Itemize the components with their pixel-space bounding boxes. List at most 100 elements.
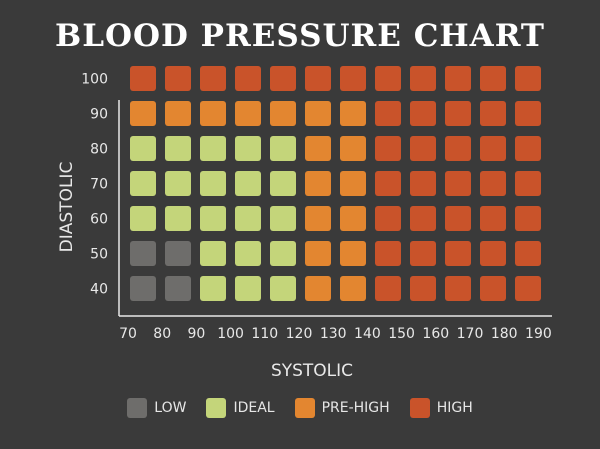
legend-item-prehigh: PRE-HIGH — [294, 398, 390, 418]
cell-100-160 — [410, 66, 436, 91]
cell-60-140 — [340, 206, 366, 231]
legend-item-low: LOW — [127, 398, 186, 418]
cell-70-80 — [130, 171, 156, 196]
cell-100-180 — [480, 66, 506, 91]
x-tick-label: 150 — [388, 326, 415, 342]
cell-40-170 — [445, 276, 471, 301]
x-tick-label: 100 — [217, 326, 244, 342]
legend-swatch — [294, 398, 315, 418]
cell-100-90 — [165, 66, 191, 91]
cell-70-140 — [340, 171, 366, 196]
y-tick-label: 60 — [90, 212, 108, 228]
cell-50-110 — [235, 241, 261, 266]
cell-100-110 — [235, 66, 261, 91]
legend-swatch — [409, 398, 430, 418]
cell-80-110 — [235, 136, 261, 161]
cell-90-130 — [305, 101, 331, 126]
cell-70-150 — [375, 171, 401, 196]
cell-70-120 — [270, 171, 296, 196]
cell-70-110 — [235, 171, 261, 196]
cell-70-180 — [480, 171, 506, 196]
cell-60-150 — [375, 206, 401, 231]
cell-90-110 — [235, 101, 261, 126]
cell-40-140 — [340, 276, 366, 301]
cell-100-140 — [340, 66, 366, 91]
legend-swatch — [206, 398, 227, 418]
cell-50-190 — [515, 241, 541, 266]
cell-90-160 — [410, 101, 436, 126]
x-tick-label: 190 — [525, 326, 552, 342]
cell-70-90 — [165, 171, 191, 196]
cell-100-170 — [445, 66, 471, 91]
cell-40-90 — [165, 276, 191, 301]
cell-40-130 — [305, 276, 331, 301]
cell-90-180 — [480, 101, 506, 126]
cell-80-130 — [305, 136, 331, 161]
cell-50-120 — [270, 241, 296, 266]
cell-80-100 — [200, 136, 226, 161]
cell-50-170 — [445, 241, 471, 266]
cell-90-120 — [270, 101, 296, 126]
legend-item-ideal: IDEAL — [206, 398, 275, 418]
cell-100-150 — [375, 66, 401, 91]
x-tick-label: 170 — [457, 326, 484, 342]
x-axis-label: SYSTOLIC — [271, 361, 353, 381]
y-axis-label: DIASTOLIC — [57, 162, 77, 253]
cell-40-100 — [200, 276, 226, 301]
cell-50-150 — [375, 241, 401, 266]
cell-80-140 — [340, 136, 366, 161]
legend-item-high: HIGH — [409, 398, 473, 418]
x-tick-label: 140 — [354, 326, 381, 342]
cell-100-100 — [200, 66, 226, 91]
y-tick-labels: 40 50 60 70 80 90 100 — [81, 72, 108, 298]
cell-40-110 — [235, 276, 261, 301]
cell-80-80 — [130, 136, 156, 161]
cell-60-130 — [305, 206, 331, 231]
cell-90-100 — [200, 101, 226, 126]
cell-100-80 — [130, 66, 156, 91]
y-tick-label: 100 — [81, 72, 108, 88]
cell-70-160 — [410, 171, 436, 196]
cell-40-120 — [270, 276, 296, 301]
cell-60-110 — [235, 206, 261, 231]
legend-label: IDEAL — [233, 400, 275, 416]
y-tick-label: 40 — [90, 282, 108, 298]
x-tick-label: 70 — [119, 326, 137, 342]
cell-40-150 — [375, 276, 401, 301]
cell-90-80 — [130, 101, 156, 126]
cell-60-90 — [165, 206, 191, 231]
cell-90-90 — [165, 101, 191, 126]
cell-70-130 — [305, 171, 331, 196]
cell-70-190 — [515, 171, 541, 196]
cell-60-120 — [270, 206, 296, 231]
legend-label: PRE-HIGH — [321, 400, 390, 416]
cell-50-140 — [340, 241, 366, 266]
y-tick-label: 50 — [90, 247, 108, 263]
cell-100-190 — [515, 66, 541, 91]
legend-swatch — [127, 398, 148, 418]
cell-50-180 — [480, 241, 506, 266]
cell-70-170 — [445, 171, 471, 196]
cell-40-80 — [130, 276, 156, 301]
cell-50-100 — [200, 241, 226, 266]
cell-80-90 — [165, 136, 191, 161]
cell-80-190 — [515, 136, 541, 161]
x-tick-label: 80 — [153, 326, 171, 342]
cell-100-130 — [305, 66, 331, 91]
cell-80-160 — [410, 136, 436, 161]
cell-70-100 — [200, 171, 226, 196]
x-tick-label: 130 — [320, 326, 347, 342]
legend-label: LOW — [154, 400, 187, 416]
x-tick-label: 120 — [286, 326, 313, 342]
cell-60-80 — [130, 206, 156, 231]
cell-40-180 — [480, 276, 506, 301]
x-tick-labels: 70 80 90 100 110 120 130 140 150 160 170 180 190 — [119, 326, 552, 342]
cell-90-170 — [445, 101, 471, 126]
chart-title: BLOOD PRESSURE CHART — [55, 18, 545, 54]
x-tick-label: 110 — [251, 326, 278, 342]
cell-80-120 — [270, 136, 296, 161]
x-tick-label: 180 — [491, 326, 518, 342]
cell-80-150 — [375, 136, 401, 161]
y-tick-label: 80 — [90, 142, 108, 158]
